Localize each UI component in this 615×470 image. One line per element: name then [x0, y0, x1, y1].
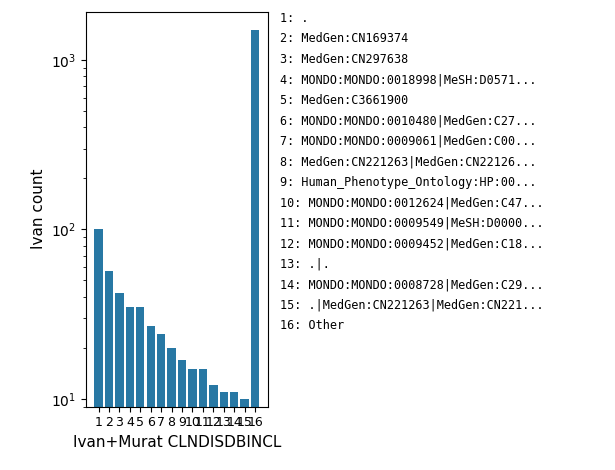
Bar: [115, 293, 124, 470]
Bar: [136, 306, 145, 470]
Bar: [157, 334, 165, 470]
Bar: [94, 229, 103, 470]
Bar: [220, 392, 228, 470]
Bar: [125, 306, 134, 470]
Bar: [230, 392, 239, 470]
X-axis label: Ivan+Murat CLNDISDBINCL: Ivan+Murat CLNDISDBINCL: [73, 435, 281, 450]
Bar: [251, 30, 260, 470]
Bar: [188, 369, 197, 470]
Bar: [209, 385, 218, 470]
Bar: [167, 348, 176, 470]
Bar: [146, 326, 155, 470]
Bar: [240, 399, 249, 470]
Bar: [105, 271, 113, 470]
Bar: [178, 360, 186, 470]
Bar: [199, 369, 207, 470]
Y-axis label: Ivan count: Ivan count: [31, 169, 46, 250]
Text: 1: .
2: MedGen:CN169374
3: MedGen:CN297638
4: MONDO:MONDO:0018998|MeSH:D0571...
: 1: . 2: MedGen:CN169374 3: MedGen:CN2976…: [280, 12, 544, 332]
